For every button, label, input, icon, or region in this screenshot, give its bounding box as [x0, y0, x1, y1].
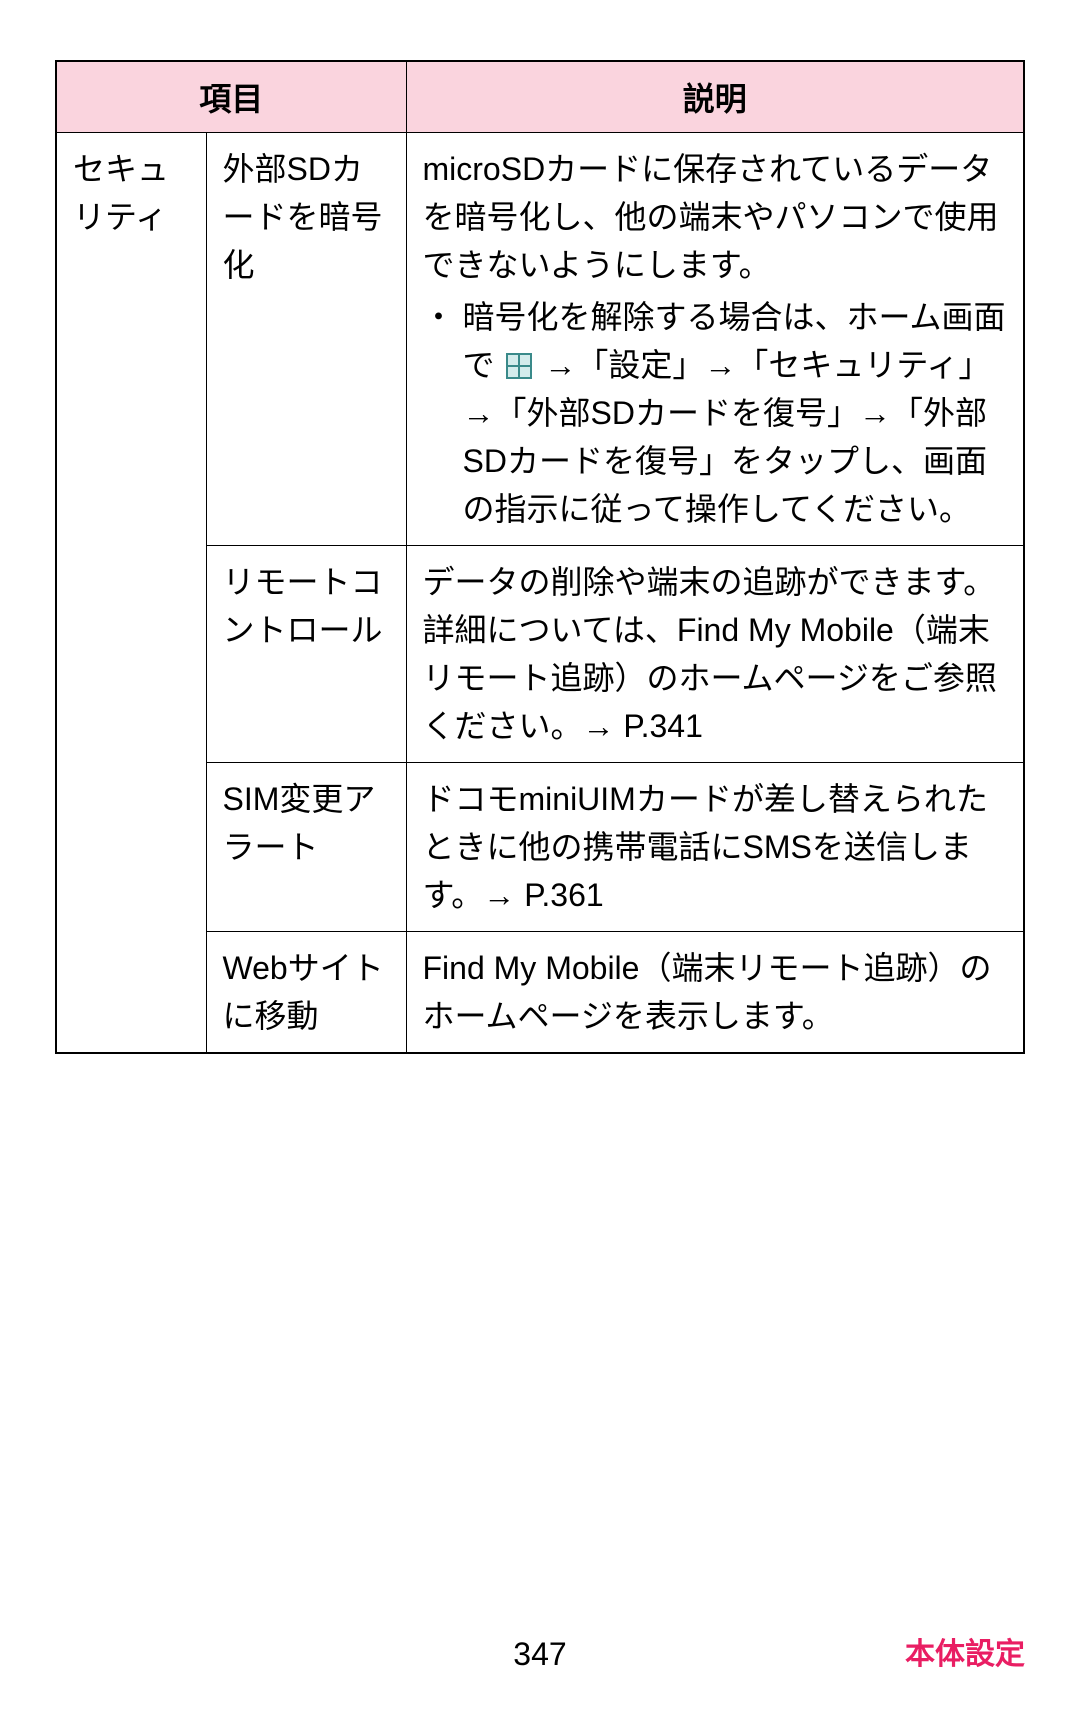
- page-number: 347: [55, 1636, 1025, 1673]
- description-cell: ドコモminiUIMカードが差し替えられたときに他の携帯電話にSMSを送信します…: [406, 763, 1024, 932]
- bullet-marker: ・: [423, 293, 463, 341]
- apps-grid-icon: [505, 352, 533, 380]
- description-cell: Find My Mobile（端末リモート追跡）のホームページを表示します。: [406, 932, 1024, 1054]
- bullet-list: ・ 暗号化を解除する場合は、ホーム画面で →「設定」→「セキュリティ」→「外部S…: [423, 293, 1008, 533]
- description-cell: データの削除や端末の追跡ができます。詳細については、Find My Mobile…: [406, 546, 1024, 763]
- subitem-cell: Webサイトに移動: [206, 932, 406, 1054]
- desc-main: microSDカードに保存されているデータを暗号化し、他の端末やパソコンで使用で…: [423, 151, 999, 283]
- header-description: 説明: [406, 61, 1024, 133]
- description-cell: microSDカードに保存されているデータを暗号化し、他の端末やパソコンで使用で…: [406, 133, 1024, 546]
- header-item: 項目: [56, 61, 406, 133]
- bullet-item: ・ 暗号化を解除する場合は、ホーム画面で →「設定」→「セキュリティ」→「外部S…: [423, 293, 1008, 533]
- footer-section-label: 本体設定: [905, 1629, 1025, 1673]
- bullet-suffix: →「設定」→「セキュリティ」→「外部SDカードを復号」→「外部SDカードを復号」…: [463, 347, 991, 527]
- subitem-cell: 外部SDカードを暗号化: [206, 133, 406, 546]
- table-row: セキュリティ 外部SDカードを暗号化 microSDカードに保存されているデータ…: [56, 133, 1024, 546]
- category-cell: セキュリティ: [56, 133, 206, 1054]
- bullet-text: 暗号化を解除する場合は、ホーム画面で →「設定」→「セキュリティ」→「外部SDカ…: [463, 293, 1007, 533]
- footer: 347 本体設定: [0, 1636, 1080, 1673]
- subitem-cell: SIM変更アラート: [206, 763, 406, 932]
- subitem-cell: リモートコントロール: [206, 546, 406, 763]
- settings-table: 項目 説明 セキュリティ 外部SDカードを暗号化 microSDカードに保存され…: [55, 60, 1025, 1054]
